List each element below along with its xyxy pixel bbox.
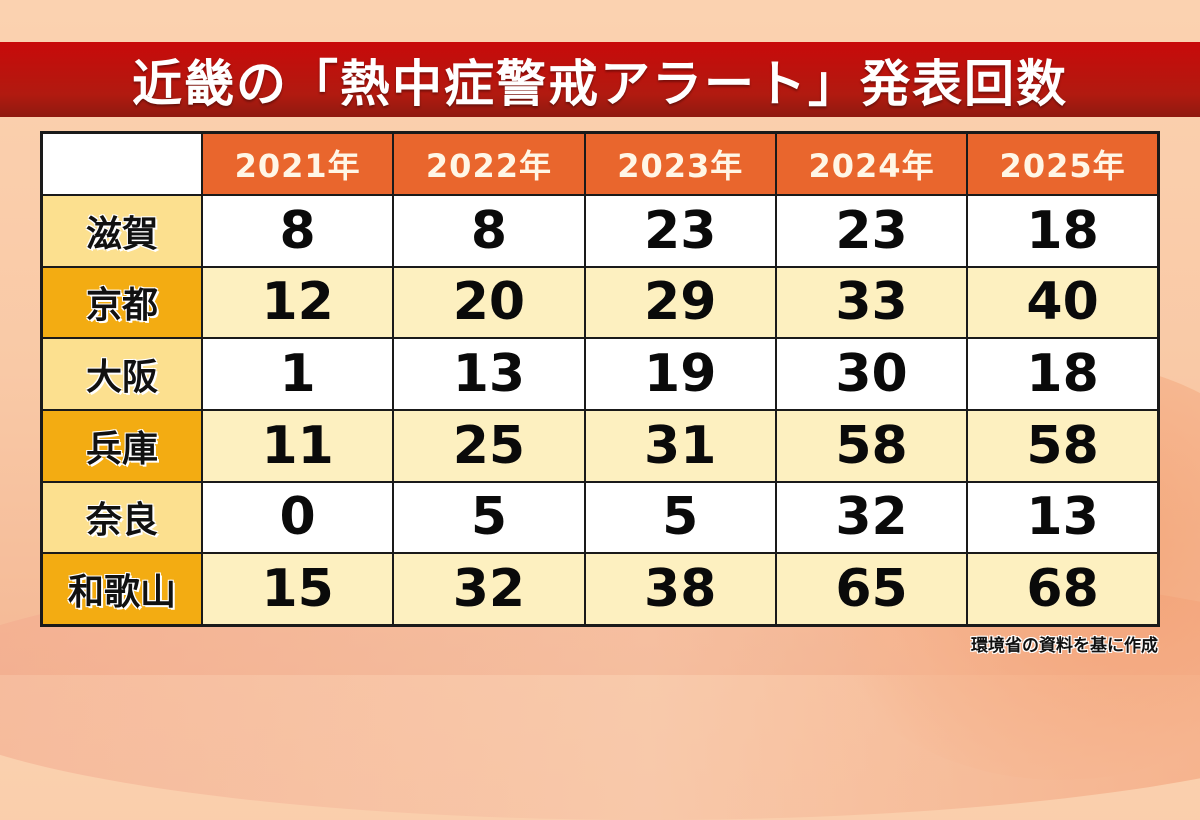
cell-value: 15 [200, 552, 395, 627]
page-title: 近畿の「熱中症警戒アラート」発表回数 [132, 54, 1068, 113]
column-header-2025: 2025年 [966, 131, 1160, 196]
cell-value: 5 [392, 480, 586, 555]
cell-value: 1 [200, 337, 395, 411]
cell-value: 58 [774, 408, 969, 483]
column-header-2022: 2022年 [392, 131, 586, 196]
table-row-shiga: 滋賀 8 8 23 23 18 [40, 194, 1160, 268]
cell-value: 0 [200, 480, 395, 555]
cell-value: 20 [392, 265, 586, 340]
alert-count-table: 2021年 2022年 2023年 2024年 2025年 滋賀 8 8 23 … [40, 131, 1160, 627]
row-label: 兵庫 [40, 408, 203, 483]
row-label: 滋賀 [40, 194, 203, 268]
cell-value: 12 [200, 265, 395, 340]
cell-value: 32 [774, 480, 969, 555]
cell-value: 11 [200, 408, 395, 483]
cell-value: 23 [583, 194, 777, 268]
cell-value: 8 [392, 194, 586, 268]
column-header-2021: 2021年 [200, 131, 395, 196]
cell-value: 18 [966, 194, 1160, 268]
title-bar: 近畿の「熱中症警戒アラート」発表回数 [0, 42, 1200, 117]
cell-value: 30 [774, 337, 969, 411]
corner-cell [40, 131, 203, 196]
table-row-osaka: 大阪 1 13 19 30 18 [40, 337, 1160, 411]
cell-value: 33 [774, 265, 969, 340]
column-header-2023: 2023年 [583, 131, 777, 196]
cell-value: 8 [200, 194, 395, 268]
column-header-2024: 2024年 [774, 131, 969, 196]
cell-value: 13 [392, 337, 586, 411]
cell-value: 29 [583, 265, 777, 340]
cell-value: 18 [966, 337, 1160, 411]
cell-value: 19 [583, 337, 777, 411]
row-label: 大阪 [40, 337, 203, 411]
cell-value: 25 [392, 408, 586, 483]
table-row-wakayama: 和歌山 15 32 38 65 68 [40, 552, 1160, 627]
cell-value: 40 [966, 265, 1160, 340]
table-row-hyogo: 兵庫 11 25 31 58 58 [40, 408, 1160, 483]
cell-value: 31 [583, 408, 777, 483]
cell-value: 13 [966, 480, 1160, 555]
row-label: 京都 [40, 265, 203, 340]
source-note: 環境省の資料を基に作成 [971, 636, 1158, 656]
cell-value: 38 [583, 552, 777, 627]
cell-value: 65 [774, 552, 969, 627]
row-label: 和歌山 [40, 552, 203, 627]
cell-value: 32 [392, 552, 586, 627]
cell-value: 68 [966, 552, 1160, 627]
row-label: 奈良 [40, 480, 203, 555]
cell-value: 5 [583, 480, 777, 555]
table-row-kyoto: 京都 12 20 29 33 40 [40, 265, 1160, 340]
header-row: 2021年 2022年 2023年 2024年 2025年 [40, 131, 1160, 196]
table-row-nara: 奈良 0 5 5 32 13 [40, 480, 1160, 555]
cell-value: 58 [966, 408, 1160, 483]
cell-value: 23 [774, 194, 969, 268]
